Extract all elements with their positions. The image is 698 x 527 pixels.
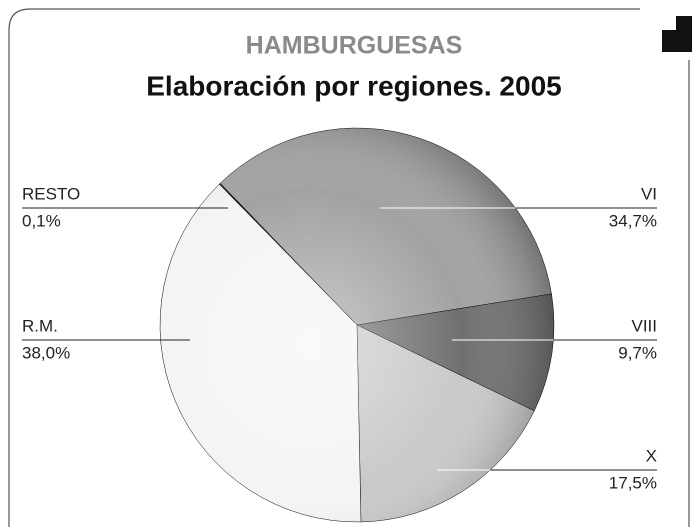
pie-shade xyxy=(160,128,554,522)
chart-subtitle: Elaboración por regiones. 2005 xyxy=(146,70,561,101)
value-label: 0,1% xyxy=(22,211,61,230)
pie xyxy=(159,127,555,523)
slice-label: RESTO xyxy=(22,184,80,203)
slice-label: VIII xyxy=(631,316,657,335)
value-label: 38,0% xyxy=(22,343,70,362)
value-label: 34,7% xyxy=(609,211,657,230)
corner-mark xyxy=(662,30,692,52)
corner-mark xyxy=(676,16,692,30)
slice-label: R.M. xyxy=(22,316,58,335)
value-label: 17,5% xyxy=(609,473,657,492)
chart-title: HAMBURGUESAS xyxy=(246,32,463,60)
slice-label: VI xyxy=(641,184,657,203)
frame xyxy=(8,8,640,527)
value-label: 9,7% xyxy=(618,343,657,362)
slice-label: X xyxy=(646,446,657,465)
